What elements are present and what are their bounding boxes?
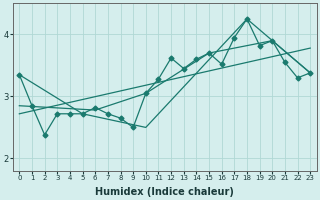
X-axis label: Humidex (Indice chaleur): Humidex (Indice chaleur) — [95, 187, 234, 197]
